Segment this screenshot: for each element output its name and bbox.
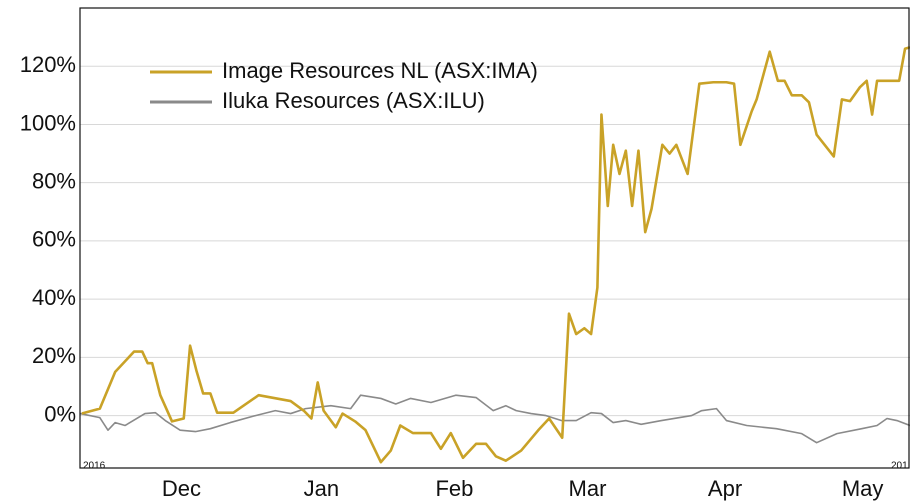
- y-tick-label: 120%: [20, 52, 76, 77]
- legend-label: Iluka Resources (ASX:ILU): [222, 88, 485, 113]
- series-line: [81, 46, 910, 464]
- y-tick-label: 0%: [44, 401, 76, 426]
- y-tick-label: 40%: [32, 285, 76, 310]
- legend: Image Resources NL (ASX:IMA) Iluka Resour…: [150, 58, 538, 113]
- x-tick-label: Apr: [708, 476, 742, 501]
- labels: 0% 20% 40% 60% 80% 100% 120% Dec Jan Feb Mar Apr May: [20, 52, 884, 501]
- x-tick-label: Jan: [304, 476, 339, 501]
- plot-area: [80, 8, 909, 468]
- year-annotation: 2016: [83, 461, 106, 472]
- year-annotation: 201: [891, 461, 908, 472]
- x-tick-label: Dec: [162, 476, 201, 501]
- y-tick-label: 60%: [32, 227, 76, 252]
- series-line: [80, 394, 910, 444]
- y-tick-label: 100%: [20, 110, 76, 135]
- x-tick-label: Mar: [569, 476, 607, 501]
- lines: [80, 46, 910, 464]
- x-tick-label: May: [842, 476, 884, 501]
- grid: [80, 65, 910, 417]
- legend-label: Image Resources NL (ASX:IMA): [222, 58, 538, 83]
- x-tick-label: Feb: [435, 476, 473, 501]
- y-tick-label: 20%: [32, 343, 76, 368]
- y-tick-label: 80%: [32, 168, 76, 193]
- plot-frame: [79, 7, 910, 469]
